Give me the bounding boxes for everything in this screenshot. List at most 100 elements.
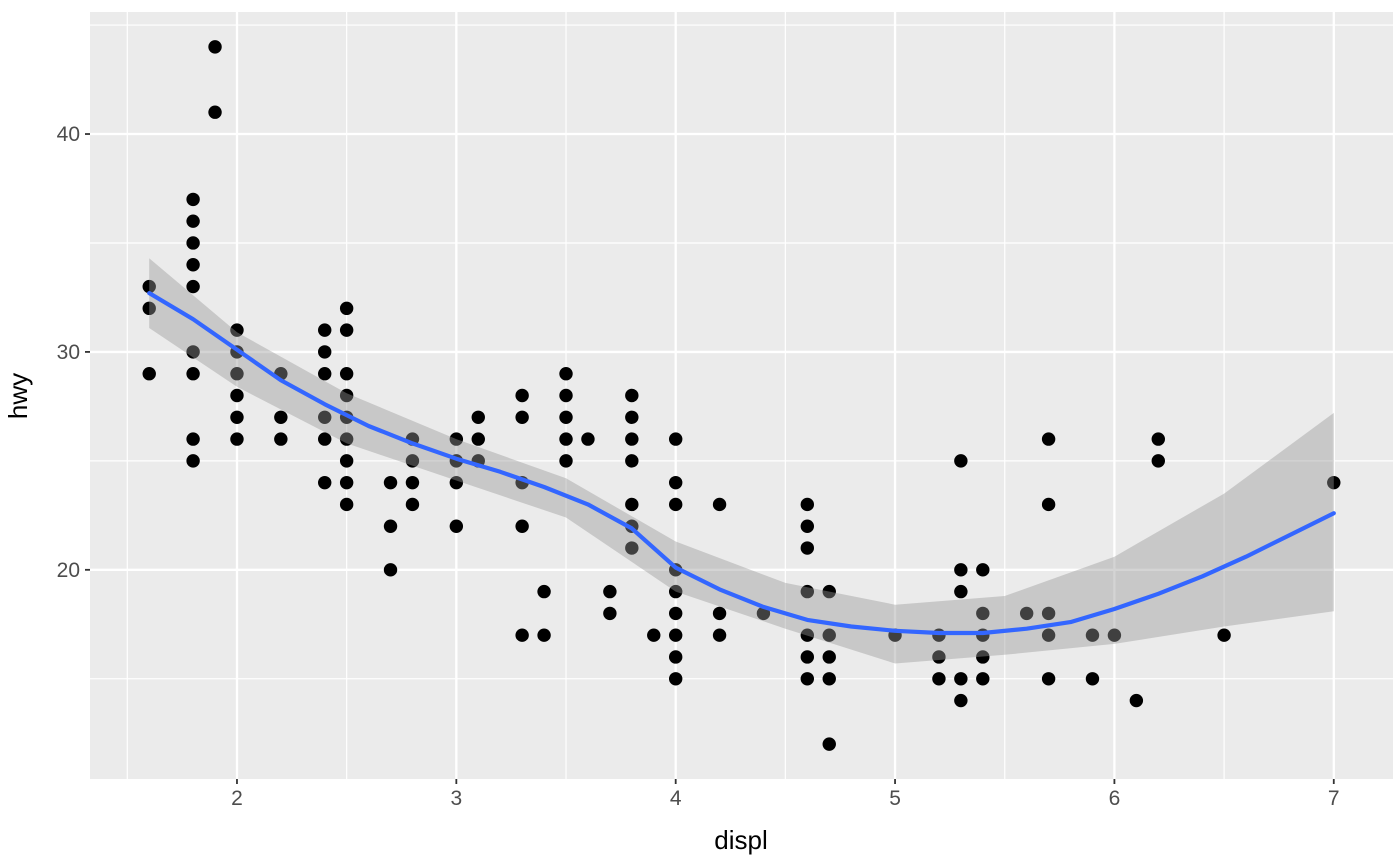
data-point	[186, 192, 200, 207]
data-point	[603, 606, 617, 621]
data-point	[339, 367, 354, 381]
data-point	[186, 258, 200, 272]
data-point	[515, 628, 529, 642]
data-point	[186, 367, 200, 381]
data-point	[318, 345, 332, 359]
data-point	[1217, 628, 1231, 642]
data-point	[954, 693, 968, 708]
data-point	[712, 497, 727, 512]
data-point	[668, 628, 683, 642]
data-point	[449, 519, 464, 533]
data-point	[471, 432, 485, 446]
y-tick-label: 30	[57, 341, 80, 364]
x-tick-label: 4	[670, 787, 682, 810]
data-point	[976, 606, 990, 621]
data-point	[668, 606, 683, 621]
data-point	[800, 519, 815, 533]
data-point	[954, 454, 968, 468]
data-point	[318, 323, 332, 337]
data-point	[603, 584, 617, 599]
data-point	[274, 410, 288, 424]
data-point	[1019, 606, 1034, 621]
data-point	[976, 650, 990, 664]
data-point	[822, 584, 836, 599]
data-point	[559, 432, 573, 446]
data-point	[1041, 672, 1056, 686]
data-point	[230, 323, 244, 337]
data-point	[208, 105, 222, 119]
data-point	[405, 454, 420, 468]
data-point	[186, 345, 200, 359]
data-point	[230, 432, 244, 446]
data-point	[668, 584, 683, 599]
data-point	[668, 497, 683, 512]
data-point	[800, 650, 815, 664]
data-point	[537, 584, 551, 599]
data-point	[405, 497, 420, 512]
data-point	[230, 388, 244, 403]
data-point	[515, 388, 529, 403]
data-point	[668, 432, 683, 446]
data-point	[142, 279, 156, 294]
data-point	[1085, 628, 1100, 642]
data-point	[318, 475, 332, 490]
data-point	[515, 519, 529, 533]
data-point	[1085, 672, 1100, 686]
data-point	[932, 672, 946, 686]
data-point	[515, 410, 529, 424]
y-axis-title: hwy	[3, 373, 33, 419]
data-point	[625, 541, 639, 555]
x-tick-label: 6	[1109, 787, 1121, 810]
data-point	[822, 672, 836, 686]
data-point	[383, 563, 398, 577]
data-point	[559, 410, 573, 424]
data-point	[405, 475, 420, 490]
data-point	[186, 214, 200, 228]
data-point	[625, 454, 639, 468]
data-point	[1041, 497, 1056, 512]
data-point	[668, 475, 683, 490]
data-point	[318, 410, 332, 424]
x-tick-label: 2	[231, 787, 243, 810]
data-point	[142, 367, 156, 381]
data-point	[712, 606, 727, 621]
data-point	[1041, 628, 1056, 642]
data-point	[537, 628, 551, 642]
data-point	[274, 432, 288, 446]
data-point	[339, 301, 354, 316]
data-point	[800, 584, 815, 599]
y-tick-label: 40	[57, 123, 80, 146]
data-point	[822, 737, 836, 751]
x-tick-label: 7	[1328, 787, 1340, 810]
confidence-ribbon	[149, 258, 1334, 664]
data-point	[1107, 628, 1122, 642]
data-point	[625, 410, 639, 424]
data-point	[954, 672, 968, 686]
data-point	[318, 432, 332, 446]
data-point	[142, 301, 156, 316]
data-point	[976, 672, 990, 686]
data-point	[668, 672, 683, 686]
data-point	[318, 367, 332, 381]
data-point	[339, 497, 354, 512]
data-point	[449, 432, 464, 446]
data-point	[647, 628, 661, 642]
data-point	[186, 454, 200, 468]
smooth-line	[147, 291, 1336, 636]
data-point	[230, 410, 244, 424]
data-point	[668, 650, 683, 664]
y-tick-label: 20	[57, 559, 80, 582]
data-point	[339, 323, 354, 337]
data-point	[383, 519, 398, 533]
data-point	[1041, 432, 1056, 446]
data-point	[800, 541, 815, 555]
data-point	[581, 432, 595, 446]
data-point	[800, 497, 815, 512]
data-point	[1151, 432, 1165, 446]
data-point	[383, 475, 398, 490]
data-point	[186, 279, 200, 294]
data-point	[1129, 693, 1144, 708]
x-tick-label: 3	[450, 787, 462, 810]
